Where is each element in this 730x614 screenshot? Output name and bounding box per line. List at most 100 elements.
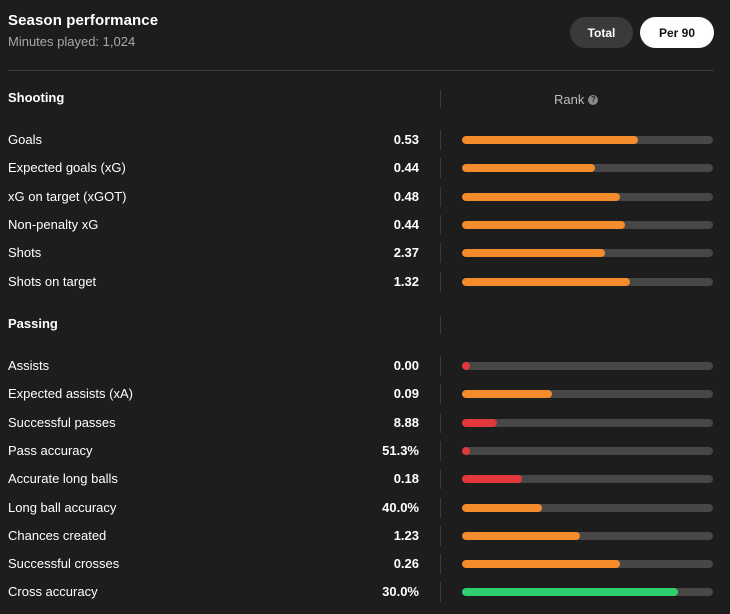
stat-row: Accurate long balls 0.18: [0, 469, 730, 490]
rank-bar-fill: [462, 249, 606, 258]
rank-bar-track: [462, 531, 713, 540]
stat-row: Chances created 1.23: [0, 525, 730, 546]
stat-row: Assists 0.00: [0, 356, 730, 376]
rank-bar-track: [462, 362, 713, 370]
stat-value: 0.53: [393, 132, 419, 147]
rank-bar-fill: [462, 560, 621, 569]
rank-bar-fill: [462, 390, 553, 399]
column-divider: [440, 384, 441, 405]
rank-label: Rank: [554, 92, 585, 107]
rank-bar-fill: [462, 164, 596, 173]
column-divider: [440, 271, 441, 292]
header: Season performance Minutes played: 1,024: [8, 12, 158, 49]
stat-label: xG on target (xGOT): [8, 188, 127, 204]
rank-bar-track: [462, 588, 713, 597]
stat-label: Long ball accuracy: [8, 499, 117, 515]
stat-value: 0.00: [393, 358, 419, 373]
stat-value: 0.26: [393, 556, 419, 572]
rank-bar-fill: [462, 588, 678, 597]
rank-bar-fill: [462, 277, 631, 286]
rank-bar-track: [462, 418, 713, 427]
column-divider: [440, 356, 441, 376]
stat-label: Shots: [8, 245, 42, 261]
stat-value: 0.44: [393, 160, 419, 176]
rank-bar-track: [462, 560, 713, 569]
stat-row: Long ball accuracy 40.0%: [0, 497, 730, 518]
rank-bar-track: [462, 446, 713, 455]
stat-label: Successful passes: [8, 414, 116, 430]
rank-bar-track: [462, 390, 713, 399]
stat-value: 1.23: [393, 527, 419, 543]
stat-value: 2.37: [393, 245, 419, 261]
stat-row: Expected assists (xA) 0.09: [0, 384, 730, 405]
total-toggle-button[interactable]: Total: [570, 17, 633, 48]
rank-bar-fill: [462, 220, 626, 229]
stat-value: 0.09: [393, 386, 419, 402]
column-divider: [440, 554, 441, 575]
column-divider: [440, 90, 441, 108]
stat-row: Goals 0.53: [0, 130, 730, 150]
stat-value: 1.32: [393, 273, 419, 289]
stat-label: Pass accuracy: [8, 442, 93, 458]
rank-bar-fill: [462, 475, 523, 484]
column-divider: [440, 582, 441, 603]
column-divider: [440, 186, 441, 207]
header-divider: [8, 70, 714, 71]
stat-row: xG on target (xGOT) 0.48: [0, 186, 730, 207]
column-divider: [440, 469, 441, 490]
stat-label: Accurate long balls: [8, 471, 118, 487]
rank-bar-track: [462, 277, 713, 286]
rank-bar-track: [462, 475, 713, 484]
help-icon[interactable]: ?: [588, 94, 599, 105]
stat-value: 8.88: [393, 414, 419, 430]
column-divider: [440, 158, 441, 179]
rank-bar-fill: [462, 192, 621, 201]
stat-row: Successful passes 8.88: [0, 412, 730, 433]
stat-label: Cross accuracy: [8, 584, 98, 600]
rank-header: Rank ?: [554, 92, 599, 107]
column-divider: [440, 130, 441, 150]
stat-row: Shots on target 1.32: [0, 271, 730, 292]
stat-label: Non-penalty xG: [8, 216, 99, 232]
stat-row: Expected goals (xG) 0.44: [0, 158, 730, 179]
column-divider: [440, 440, 441, 461]
column-divider: [440, 243, 441, 264]
minutes-played: Minutes played: 1,024: [8, 34, 136, 49]
stat-label: Shots on target: [8, 273, 97, 289]
stat-value: 0.18: [393, 471, 419, 487]
rank-bar-track: [462, 249, 713, 258]
rank-bar-track: [462, 503, 713, 512]
stat-label: Expected assists (xA): [8, 386, 133, 402]
rank-bar-fill: [462, 136, 638, 144]
rank-bar-fill: [462, 418, 498, 427]
section-title-shooting: Shooting: [8, 90, 65, 105]
page-title: Season performance: [8, 12, 159, 29]
stat-label: Goals: [8, 132, 42, 147]
column-divider: [440, 412, 441, 433]
rank-bar-track: [462, 164, 713, 173]
rank-bar-track: [462, 136, 713, 144]
rank-bar-track: [462, 220, 713, 229]
stat-value: 0.44: [393, 216, 419, 232]
stat-row: Pass accuracy 51.3%: [0, 440, 730, 461]
rank-bar-track: [462, 192, 713, 201]
stat-value: 0.48: [393, 188, 419, 204]
rank-bar-fill: [462, 503, 543, 512]
stat-label: Successful crosses: [8, 556, 120, 572]
per90-toggle-button[interactable]: Per 90: [640, 17, 714, 48]
column-divider: [440, 214, 441, 235]
stat-label: Assists: [8, 358, 50, 373]
column-divider: [440, 497, 441, 518]
stat-value: 30.0%: [382, 584, 419, 600]
stat-label: Expected goals (xG): [8, 160, 126, 176]
stat-value: 51.3%: [382, 442, 419, 458]
stat-row: Shots 2.37: [0, 243, 730, 264]
rank-bar-fill: [462, 362, 470, 370]
stat-row: Cross accuracy 30.0%: [0, 582, 730, 603]
stat-label: Chances created: [8, 527, 107, 543]
rank-bar-fill: [462, 446, 470, 455]
stat-row: Non-penalty xG 0.44: [0, 214, 730, 235]
rank-bar-fill: [462, 531, 580, 540]
stat-row: Successful crosses 0.26: [0, 554, 730, 575]
stat-value: 40.0%: [382, 499, 419, 515]
